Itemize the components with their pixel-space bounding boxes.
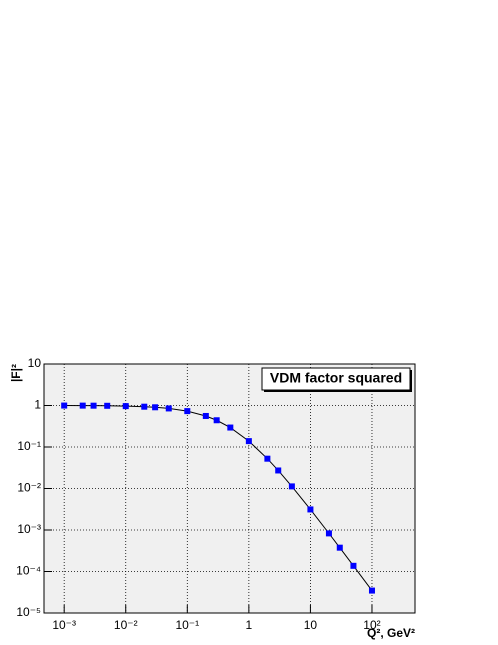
point — [245, 438, 252, 445]
point — [227, 424, 234, 431]
point — [90, 402, 97, 409]
point — [368, 587, 375, 594]
y-tick-label: 10⁻⁴ — [16, 564, 41, 578]
title-box-shadow — [264, 390, 412, 392]
title-box-shadow — [410, 370, 412, 392]
point — [213, 417, 220, 424]
point — [325, 530, 332, 537]
point — [165, 405, 172, 412]
point — [61, 402, 68, 409]
point — [152, 404, 159, 411]
x-tick-label: 10 — [304, 618, 318, 632]
point — [307, 506, 314, 513]
point — [275, 467, 282, 474]
y-axis-title: |F|² — [9, 364, 23, 382]
point — [79, 402, 86, 409]
point — [264, 455, 271, 462]
point — [350, 562, 357, 569]
point — [184, 408, 191, 415]
x-axis-title: Q², GeV² — [367, 626, 415, 640]
y-tick-label: 10⁻⁵ — [16, 605, 41, 619]
grid — [44, 363, 415, 614]
x-tick-label: 1 — [246, 618, 253, 632]
y-tick-label: 10⁻¹ — [17, 439, 41, 453]
point — [202, 412, 209, 419]
y-tick-label: 1 — [34, 398, 41, 412]
x-tick-label: 10⁻² — [114, 618, 138, 632]
point — [288, 483, 295, 490]
x-tick-label: 10⁻¹ — [175, 618, 199, 632]
point — [122, 403, 129, 410]
x-tick-label: 10⁻³ — [52, 618, 76, 632]
y-tick-label: 10⁻³ — [17, 522, 41, 536]
y-tick-label: 10⁻² — [17, 481, 41, 495]
y-tick-label: 10 — [28, 356, 42, 370]
point — [336, 544, 343, 551]
chart-title: VDM factor squared — [270, 370, 402, 386]
x-tick-label: 10² — [363, 618, 380, 632]
point — [104, 402, 111, 409]
data — [61, 402, 375, 594]
point — [141, 403, 148, 410]
